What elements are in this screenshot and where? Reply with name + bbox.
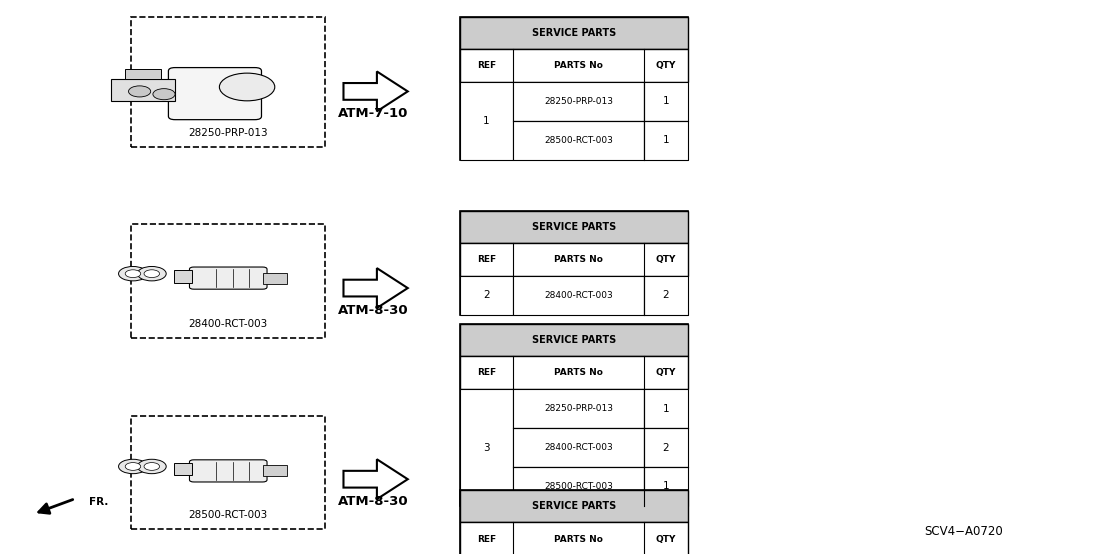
Bar: [513, 467, 644, 506]
Text: PARTS No: PARTS No: [554, 61, 603, 70]
Text: PARTS No: PARTS No: [554, 368, 603, 377]
Text: QTY: QTY: [656, 61, 676, 70]
Bar: [460, 522, 688, 554]
Text: QTY: QTY: [656, 535, 676, 543]
Text: QTY: QTY: [656, 255, 676, 264]
Bar: [513, 276, 644, 315]
Bar: [644, 121, 688, 160]
Polygon shape: [343, 459, 408, 499]
Text: REF: REF: [476, 535, 496, 543]
Circle shape: [125, 463, 141, 470]
FancyBboxPatch shape: [189, 267, 267, 289]
Text: ATM-8-30: ATM-8-30: [338, 304, 409, 317]
Bar: [174, 270, 192, 283]
Bar: [174, 463, 192, 475]
Text: SERVICE PARTS: SERVICE PARTS: [532, 501, 616, 511]
Text: 2: 2: [663, 290, 669, 300]
Text: 1: 1: [663, 96, 669, 106]
Text: 2: 2: [663, 443, 669, 453]
Polygon shape: [343, 71, 408, 111]
Bar: [131, 416, 325, 529]
Text: FR.: FR.: [89, 497, 107, 507]
Bar: [460, 356, 688, 389]
Bar: [513, 389, 644, 428]
Text: SERVICE PARTS: SERVICE PARTS: [532, 28, 616, 38]
Bar: [460, 211, 688, 315]
Bar: [644, 389, 688, 428]
Text: SCV4−A0720: SCV4−A0720: [924, 525, 1004, 538]
Text: SERVICE PARTS: SERVICE PARTS: [532, 222, 616, 232]
Text: 28250-PRP-013: 28250-PRP-013: [188, 128, 267, 138]
Bar: [111, 79, 175, 101]
Circle shape: [219, 73, 275, 101]
Text: QTY: QTY: [656, 368, 676, 377]
Bar: [263, 465, 287, 476]
Text: REF: REF: [476, 61, 496, 70]
Bar: [460, 324, 688, 356]
Text: PARTS No: PARTS No: [554, 535, 603, 543]
Bar: [644, 467, 688, 506]
Circle shape: [144, 463, 160, 470]
Bar: [131, 224, 325, 338]
Bar: [131, 17, 325, 147]
Text: 1: 1: [663, 135, 669, 145]
Text: ATM-8-30: ATM-8-30: [338, 495, 409, 508]
Text: 1: 1: [663, 481, 669, 491]
Circle shape: [129, 86, 151, 97]
Text: REF: REF: [476, 368, 496, 377]
Bar: [460, 490, 688, 554]
Bar: [644, 276, 688, 315]
Text: 28500-RCT-003: 28500-RCT-003: [544, 136, 613, 145]
Text: 28400-RCT-003: 28400-RCT-003: [188, 319, 267, 329]
Circle shape: [137, 266, 166, 281]
Bar: [644, 82, 688, 121]
Text: PARTS No: PARTS No: [554, 255, 603, 264]
Bar: [460, 490, 688, 522]
Bar: [644, 428, 688, 467]
Text: 1: 1: [483, 116, 490, 126]
Bar: [125, 69, 161, 79]
Bar: [460, 49, 688, 82]
Circle shape: [119, 266, 147, 281]
Text: ATM-7-10: ATM-7-10: [338, 107, 409, 120]
Text: 28500-RCT-003: 28500-RCT-003: [188, 510, 267, 520]
Bar: [460, 17, 688, 160]
Bar: [513, 82, 644, 121]
Bar: [460, 243, 688, 276]
Bar: [263, 273, 287, 284]
Text: 1: 1: [663, 404, 669, 414]
Bar: [460, 276, 513, 315]
Circle shape: [144, 270, 160, 278]
Text: 28400-RCT-003: 28400-RCT-003: [544, 291, 613, 300]
FancyBboxPatch shape: [189, 460, 267, 482]
Text: 28250-PRP-013: 28250-PRP-013: [544, 404, 613, 413]
Text: 3: 3: [483, 443, 490, 453]
Polygon shape: [343, 268, 408, 308]
Text: SERVICE PARTS: SERVICE PARTS: [532, 335, 616, 345]
Bar: [513, 428, 644, 467]
Bar: [460, 82, 513, 160]
Text: 28400-RCT-003: 28400-RCT-003: [544, 443, 613, 452]
Bar: [513, 121, 644, 160]
Bar: [460, 211, 688, 243]
Circle shape: [137, 459, 166, 474]
Bar: [460, 389, 513, 506]
Bar: [460, 324, 688, 506]
Text: REF: REF: [476, 255, 496, 264]
Text: 2: 2: [483, 290, 490, 300]
Text: 28500-RCT-003: 28500-RCT-003: [544, 482, 613, 491]
Circle shape: [119, 459, 147, 474]
Circle shape: [125, 270, 141, 278]
Circle shape: [153, 89, 175, 100]
Bar: [460, 17, 688, 49]
Text: 28250-PRP-013: 28250-PRP-013: [544, 97, 613, 106]
FancyBboxPatch shape: [168, 68, 261, 120]
